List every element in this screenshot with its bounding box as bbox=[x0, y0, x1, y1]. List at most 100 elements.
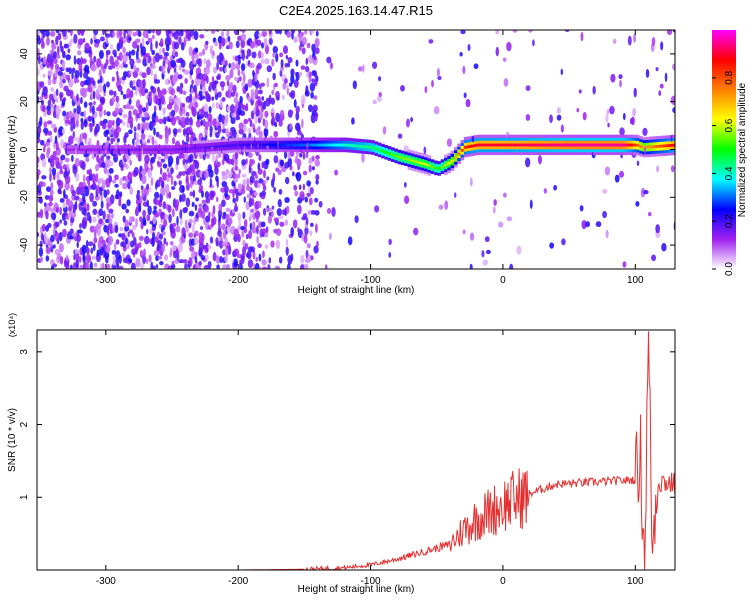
spectrogram-ridge-cell bbox=[665, 149, 670, 153]
spectrogram-noise-cell bbox=[189, 69, 194, 76]
spectrogram-noise-cell bbox=[227, 36, 231, 42]
spectrogram-ridge-cell bbox=[606, 140, 610, 144]
spectrogram-noise-cell bbox=[211, 96, 215, 101]
spectrogram-ridge-cell bbox=[434, 166, 438, 170]
spectrogram-ridge-cell bbox=[410, 159, 415, 163]
spectrogram-ridge-cell bbox=[460, 151, 465, 155]
spectrogram-noise-cell bbox=[270, 210, 274, 218]
spectrogram-ridge-cell bbox=[149, 148, 154, 152]
spectrogram-noise-cell bbox=[74, 78, 80, 83]
spectrogram-ridge-cell bbox=[308, 149, 312, 153]
spectrogram-ridge-cell bbox=[513, 140, 518, 144]
spectrogram-ridge-cell bbox=[228, 141, 233, 145]
spectrogram-noise-cell bbox=[230, 61, 236, 71]
spectrogram-ridge-cell bbox=[655, 150, 660, 154]
spectrogram-noise-cell bbox=[157, 156, 162, 161]
snr-panel: -300 -200 -100 0 100 123 Height of straight … bbox=[7, 313, 676, 595]
spectrogram-ridge-cell bbox=[278, 149, 283, 153]
spectrogram-ridge-cell bbox=[344, 143, 349, 147]
spectrogram-noise-cell bbox=[158, 233, 163, 240]
spectrogram-ridge-cell bbox=[338, 143, 342, 147]
spectrogram-ridge-cell bbox=[255, 149, 260, 153]
spectrogram-ridge-cell bbox=[629, 134, 633, 138]
spectrogram-ridge-cell bbox=[308, 137, 312, 141]
spectrogram-ridge-cell bbox=[579, 134, 584, 138]
spectrogram-noise-cell bbox=[37, 67, 40, 76]
spectrogram-ridge-cell bbox=[496, 137, 501, 141]
spectrogram-noise-cell bbox=[178, 36, 182, 45]
spectrogram-noise-cell bbox=[89, 104, 93, 114]
spectrogram-ridge-cell bbox=[500, 140, 504, 144]
spectrogram-ridge-cell bbox=[404, 160, 408, 164]
spectrogram-ridge-cell bbox=[384, 153, 389, 157]
spectrogram-noise-cell bbox=[50, 87, 54, 92]
spectrogram-noise-cell bbox=[170, 116, 177, 126]
spectrogram-ridge-cell bbox=[463, 145, 468, 149]
spectrogram-noise-cell bbox=[91, 105, 95, 115]
spectrogram-noise-cell bbox=[262, 100, 267, 110]
spectrogram-noise-cell bbox=[224, 59, 228, 67]
spectrogram-ridge-cell bbox=[271, 137, 276, 141]
spectrogram-noise-cell bbox=[462, 65, 466, 75]
spectrogram-ridge-cell bbox=[265, 137, 269, 141]
spectrogram-noise-cell bbox=[252, 123, 256, 131]
spectrogram-noise-cell bbox=[129, 105, 135, 110]
spectrogram-ridge-cell bbox=[215, 147, 220, 151]
spectrogram-ridge-cell bbox=[503, 137, 508, 141]
spectrogram-noise-cell bbox=[655, 67, 659, 72]
spectrogram-ridge-cell bbox=[281, 140, 286, 144]
spectrogram-ridge-cell bbox=[437, 161, 442, 165]
spectrogram-noise-cell bbox=[106, 155, 111, 160]
spectrogram-noise-cell bbox=[274, 121, 278, 128]
spectrogram-ridge-cell bbox=[291, 137, 296, 141]
spectrogram-noise-cell bbox=[622, 112, 626, 121]
spectrogram-ridge-cell bbox=[665, 141, 670, 145]
spectrogram-ridge-cell bbox=[606, 146, 610, 150]
spectrogram-ridge-cell bbox=[341, 140, 346, 144]
spectrogram-ridge-cell bbox=[311, 149, 316, 153]
spectrogram-ridge-cell bbox=[205, 145, 210, 149]
spectrogram-noise-cell bbox=[90, 247, 94, 255]
spectrogram-ridge-cell bbox=[331, 143, 336, 147]
spectrogram-ridge-cell bbox=[189, 143, 193, 148]
spectrogram-ridge-cell bbox=[199, 143, 203, 147]
spectrogram-noise-cell bbox=[220, 223, 226, 231]
spectrogram-ridge-cell bbox=[467, 153, 471, 157]
spectrogram-ridge-cell bbox=[288, 137, 293, 141]
spectrogram-noise-cell bbox=[63, 220, 68, 226]
spectrogram-ridge-cell bbox=[268, 140, 273, 144]
spectrogram-noise-cell bbox=[128, 50, 132, 61]
spectrogram-ridge-cell bbox=[401, 156, 405, 160]
spectrogram-ridge-cell bbox=[592, 137, 597, 141]
spectrogram-ridge-cell bbox=[586, 137, 590, 141]
spectrogram-noise-cell bbox=[142, 216, 146, 226]
spectrogram-noise-cell bbox=[103, 165, 108, 175]
spectrogram-ridge-cell bbox=[516, 146, 521, 150]
spectrogram-ridge-cell bbox=[338, 137, 342, 141]
colorbar-tick-label: 0.0 bbox=[724, 262, 735, 276]
spectrogram-ridge-cell bbox=[384, 147, 389, 151]
spectrogram-noise-cell bbox=[651, 37, 656, 47]
spectrogram-ridge-cell bbox=[437, 166, 442, 170]
spectrogram-ridge-cell bbox=[444, 166, 448, 170]
spectrogram-noise-cell bbox=[127, 171, 133, 181]
spectrogram-noise-cell bbox=[82, 174, 86, 183]
spectrogram-noise-cell bbox=[212, 102, 215, 109]
spectrogram-ridge-cell bbox=[262, 137, 266, 141]
spectrogram-ridge-cell bbox=[629, 140, 633, 144]
spectrogram-noise-cell bbox=[216, 264, 220, 269]
spectrogram-noise-cell bbox=[92, 90, 96, 100]
spectrogram-ridge-cell bbox=[202, 151, 207, 155]
spectrogram-noise-cell bbox=[125, 51, 130, 57]
spectrogram-ridge-cell bbox=[414, 162, 418, 166]
spectrogram-noise-cell bbox=[66, 163, 70, 173]
spectrogram-ridge-cell bbox=[437, 169, 442, 173]
spectrogram-noise-cell bbox=[132, 138, 135, 146]
spectrogram-noise-cell bbox=[221, 37, 226, 47]
spectrogram-noise-cell bbox=[296, 204, 302, 215]
spectrogram-ridge-cell bbox=[639, 136, 643, 140]
spectrogram-noise-cell bbox=[643, 189, 649, 195]
spectrogram-noise-cell bbox=[150, 68, 153, 77]
spectrogram-noise-cell bbox=[208, 106, 212, 114]
x-tick-label: 100 bbox=[627, 275, 644, 286]
